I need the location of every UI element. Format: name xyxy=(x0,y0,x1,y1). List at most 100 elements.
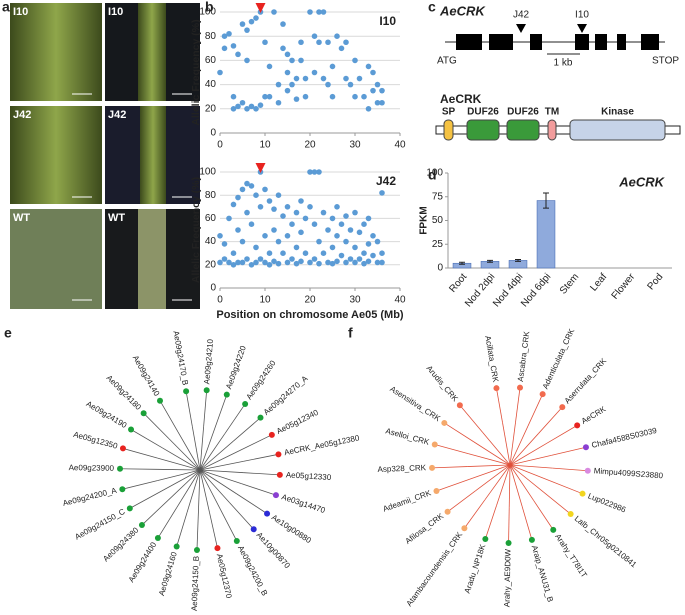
gene-end: STOP xyxy=(652,56,679,67)
leaf-label: Ae09g24170_B xyxy=(171,330,189,386)
tree-branch xyxy=(141,499,169,526)
domain-label: DUF26 xyxy=(507,107,539,118)
leaf-dot xyxy=(461,525,468,532)
point xyxy=(293,244,300,251)
leaf-label: Asp328_CRK xyxy=(377,463,426,474)
point xyxy=(311,69,318,76)
leaf-dot xyxy=(250,526,257,533)
insertion-marker xyxy=(577,24,587,33)
leaf-label: Ascabra_CRK xyxy=(516,330,532,382)
tree-branch xyxy=(199,469,230,503)
leaf-dot xyxy=(119,486,126,493)
point xyxy=(347,227,354,233)
leaf-label: Ae09g24200_B xyxy=(236,544,269,597)
tree-branch xyxy=(551,446,587,456)
tree-branch xyxy=(233,417,261,442)
tree-branch xyxy=(185,391,193,427)
point xyxy=(284,233,291,239)
point xyxy=(239,99,246,106)
point xyxy=(316,169,322,175)
tree-branch xyxy=(161,469,201,492)
y-tick-label: 0 xyxy=(210,128,216,139)
point xyxy=(244,57,250,64)
y-tick-label: 0 xyxy=(437,263,443,274)
leaf-dot xyxy=(574,422,581,429)
point xyxy=(293,209,300,216)
point xyxy=(221,241,228,247)
tree-branch xyxy=(157,507,178,539)
tree-branch xyxy=(464,499,486,529)
photo xyxy=(10,106,102,204)
insertion-label: I10 xyxy=(575,10,589,21)
tree-branch xyxy=(167,469,201,501)
tree-branch xyxy=(236,493,268,514)
domain xyxy=(506,119,540,141)
leaf-dot xyxy=(528,536,535,543)
y-axis-label: Allelic Frequency (%) xyxy=(190,177,202,283)
tree-branch xyxy=(239,434,273,452)
leaf-label: Ae09g24200_A xyxy=(62,486,118,508)
y-tick-label: 60 xyxy=(205,213,217,224)
leaf-label: Afilosa_CRK xyxy=(404,511,446,546)
point xyxy=(262,39,268,46)
point xyxy=(352,209,358,216)
point xyxy=(334,258,340,265)
point xyxy=(329,93,336,100)
panel-label: a xyxy=(2,0,10,15)
tree-branch xyxy=(129,490,162,509)
insertion-label: J42 xyxy=(513,10,530,21)
leaf-label: Lup022986 xyxy=(587,491,628,514)
tree-branch xyxy=(509,432,540,466)
point xyxy=(266,250,273,256)
error-bar xyxy=(487,259,493,263)
leaf-dot xyxy=(433,488,440,495)
y-tick-label: 75 xyxy=(432,191,444,202)
point xyxy=(343,75,349,82)
tree-branch xyxy=(214,394,228,429)
point xyxy=(352,93,358,100)
point xyxy=(257,102,264,108)
point xyxy=(356,256,363,262)
leaf-label: Ae09g24210 xyxy=(202,338,215,385)
point xyxy=(320,250,327,256)
photo-label: WT xyxy=(108,212,125,224)
leaf-label: Ae05g12330 xyxy=(286,470,332,482)
leaf-label: Araip_ANU31_B xyxy=(530,544,555,603)
tree-branch xyxy=(527,393,544,427)
point xyxy=(374,259,381,266)
tree-branch xyxy=(191,426,201,471)
leaf-dot xyxy=(242,400,249,407)
point xyxy=(320,9,327,15)
point xyxy=(325,227,331,233)
point xyxy=(338,221,345,227)
point xyxy=(275,192,282,198)
leaf-dot xyxy=(154,535,161,542)
y-axis-label: FPKM xyxy=(419,206,430,234)
exon xyxy=(641,34,659,50)
leaf-dot xyxy=(223,391,230,398)
protein-title: AeCRK xyxy=(440,92,482,106)
leaf-label: Ae09g24400 xyxy=(127,540,159,584)
tree-branch xyxy=(120,468,157,470)
point xyxy=(361,260,367,267)
point xyxy=(298,229,304,236)
x-tick-label: Flower xyxy=(610,271,638,302)
x-tick-label: Leaf xyxy=(588,271,609,293)
exon xyxy=(489,34,513,50)
point xyxy=(298,39,304,46)
tree-branch xyxy=(243,453,279,462)
point xyxy=(329,215,336,222)
point xyxy=(329,260,336,267)
tree-branch xyxy=(549,480,583,495)
leaf-dot xyxy=(257,414,264,421)
point xyxy=(244,106,250,112)
x-tick-label: 10 xyxy=(259,140,271,151)
gene-start: ATG xyxy=(437,56,457,67)
point xyxy=(266,262,273,268)
tree-branch xyxy=(199,460,244,471)
photo-stem xyxy=(138,3,166,101)
point xyxy=(365,241,372,247)
point xyxy=(316,9,322,15)
